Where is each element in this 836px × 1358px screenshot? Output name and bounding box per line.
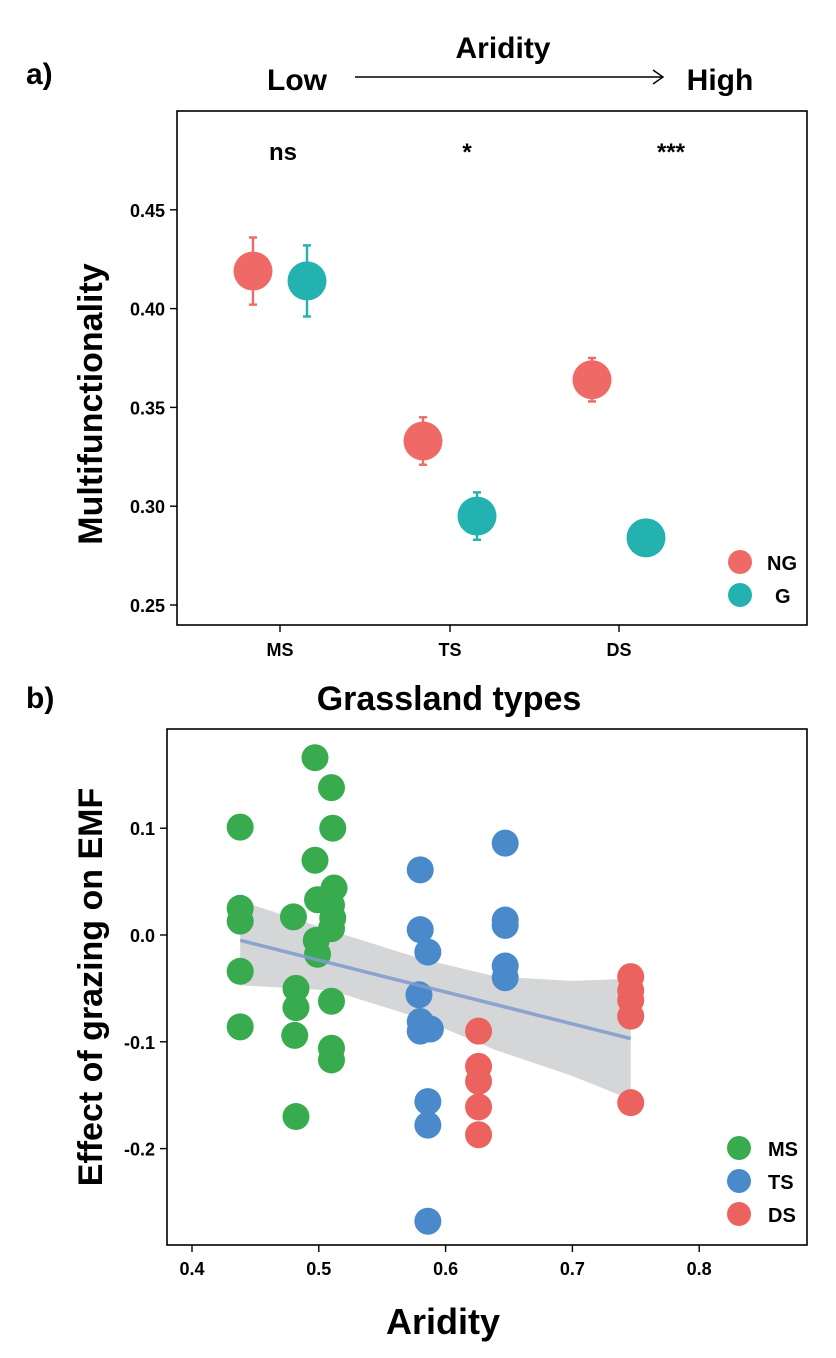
scatter-point-ts [416,1015,444,1043]
legend-label-ts: TS [768,1172,794,1194]
scatter-point-ms [279,903,307,931]
y-tick-label: -0.2 [124,1140,155,1160]
scatter-point-ms [301,744,329,772]
aridity-low-label: Low [267,64,328,97]
panel-b-axes: -0.2 -0.1 0.0 0.1 0.4 0.5 0.6 0.7 0.8 [124,819,712,1279]
scatter-point-ds [465,1017,493,1045]
panel-b-x-axis-title: Aridity [386,1301,500,1342]
scatter-point-ms [226,1013,254,1041]
y-tick-label: 0.30 [130,497,165,517]
scatter-point-ds [617,1089,645,1117]
scatter-point-ts [414,938,442,966]
aridity-high-label: High [687,64,754,97]
confidence-band [240,900,631,1100]
scatter-point-ts [414,1088,442,1116]
legend-marker-ms [727,1136,751,1160]
panel-b-title: Grassland types [317,680,582,718]
y-tick-label: 0.25 [130,596,165,616]
scatter-point-ms [317,915,345,943]
regression-line [239,938,632,1041]
x-tick-label: MS [267,640,294,660]
panel-b-legend: MS TS DS [727,1136,798,1227]
legend-marker-ts [727,1169,751,1193]
scatter-point-ms [226,813,254,841]
panel-b-plot-frame [166,728,808,1246]
x-tick-label: TS [438,640,461,660]
scatter-point-ds [465,1093,493,1121]
scatter-point-ms [317,1046,345,1074]
aridity-arrow [355,69,665,85]
x-tick-label: 0.7 [560,1259,585,1279]
scatter-point-ts [406,856,434,884]
scatter-point-ms [317,987,345,1015]
sig-label-ts: * [462,139,472,166]
legend-label-ms: MS [768,1139,798,1161]
scatter-point-ds [617,1002,645,1030]
panel-a-marks [233,236,666,558]
y-tick-label: 0.40 [130,300,165,320]
mean-point-g [457,496,497,536]
legend-label-g: G [775,586,791,608]
panel-a-y-axis-title: Multifunctionality [72,263,110,545]
legend-label-ng: NG [767,553,797,575]
scatter-point-ms [282,994,310,1022]
panel-a-legend: NG G [728,550,797,608]
scatter-point-ds [465,1121,493,1149]
x-tick-label: 0.6 [433,1259,458,1279]
y-tick-label: 0.35 [130,398,165,418]
panel-a-axes: 0.25 0.30 0.35 0.40 0.45 MS TS DS [130,201,632,660]
sig-label-ds: *** [657,139,686,166]
legend-marker-ng [728,550,752,574]
scatter-point-ms [282,974,310,1002]
scatter-point-ms [301,846,329,874]
y-tick-label: -0.1 [124,1033,155,1053]
panel-b-y-axis-title: Effect of grazing on EMF [72,788,110,1187]
mean-point-ng [403,421,443,461]
legend-marker-g [728,583,752,607]
scatter-point-ts [414,1207,442,1235]
scatter-point-ms [281,1021,309,1049]
y-tick-label: 0.1 [130,819,155,839]
aridity-header-title: Aridity [455,32,550,65]
x-tick-label: DS [606,640,631,660]
scatter-point-ms [282,1103,310,1131]
sig-label-ms: ns [269,139,297,166]
scatter-point-ts [491,829,519,857]
y-tick-label: 0.0 [130,926,155,946]
scatter-point-ms [319,814,347,842]
x-tick-label: 0.8 [687,1259,712,1279]
legend-label-ds: DS [768,1205,796,1227]
scatter-point-ms [317,774,345,802]
scatter-point-ts [414,1111,442,1139]
panel-b-tag: b) [26,682,54,715]
scatter-point-ts [406,916,434,944]
legend-marker-ds [727,1202,751,1226]
scatter-point-ds [465,1067,493,1095]
panel-a-plot-frame [176,110,808,626]
x-tick-label: 0.5 [306,1259,331,1279]
panel-a-tag: a) [26,58,53,91]
scatter-point-ts [491,964,519,992]
panel-b-marks [226,744,645,1235]
mean-point-ng [572,360,612,400]
scatter-point-ms [226,957,254,985]
y-tick-label: 0.45 [130,201,165,221]
scatter-point-ms [226,907,254,935]
mean-point-ng [233,251,273,291]
mean-point-g [626,518,666,558]
scatter-point-ts [491,911,519,939]
mean-point-g [287,261,327,301]
x-tick-label: 0.4 [179,1259,204,1279]
confidence-band-group [240,900,631,1100]
